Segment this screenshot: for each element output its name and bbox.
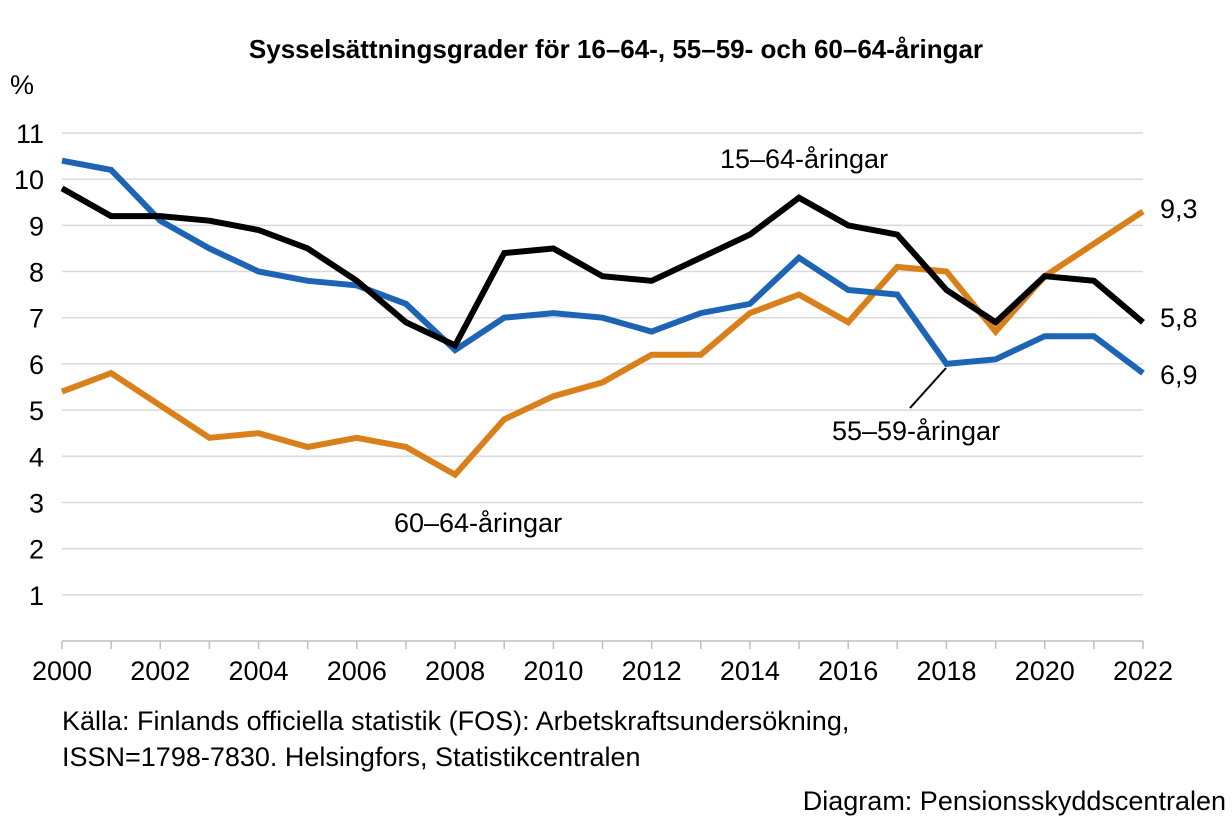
x-tick-label-2014: 2014 xyxy=(720,656,780,686)
x-tick-label-2004: 2004 xyxy=(229,656,289,686)
series-end-value-label-0: 9,3 xyxy=(1160,194,1198,224)
source-line-2: ISSN=1798-7830. Helsingfors, Statistikce… xyxy=(62,742,641,772)
y-tick-label-9: 9 xyxy=(29,211,44,241)
y-tick-label-5: 5 xyxy=(29,396,44,426)
y-tick-labels: 1 2 3 4 5 6 7 8 9 10 11 xyxy=(14,119,44,611)
y-tick-label-8: 8 xyxy=(29,258,44,288)
y-tick-label-3: 3 xyxy=(29,488,44,518)
y-tick-label-1: 1 xyxy=(29,581,44,611)
x-tick-label-2022: 2022 xyxy=(1113,656,1173,686)
series-name-label-1: 55–59-åringar xyxy=(832,416,1000,446)
x-tick-label-2000: 2000 xyxy=(32,656,92,686)
series-labels: 60–64-åringar 55–59-åringar 15–64-åringar 9… xyxy=(394,144,1198,538)
series-line-0 xyxy=(60,208,1145,479)
x-tick-label-2018: 2018 xyxy=(916,656,976,686)
y-tick-label-2: 2 xyxy=(29,535,44,565)
x-tick-label-2012: 2012 xyxy=(622,656,682,686)
gridlines xyxy=(62,132,1143,596)
x-tick-label-2010: 2010 xyxy=(523,656,583,686)
axes xyxy=(61,640,1144,649)
series-lines xyxy=(60,157,1145,479)
x-tick-labels: 2000 2002 2004 2006 2008 2010 2012 2014 2016 2018… xyxy=(32,656,1173,686)
y-tick-label-6: 6 xyxy=(29,350,44,380)
diagram-credit: Diagram: Pensionsskyddscentralen xyxy=(802,786,1226,816)
series-end-value-label-2: 6,9 xyxy=(1160,360,1198,390)
x-tick-label-2016: 2016 xyxy=(818,656,878,686)
x-tick-label-2006: 2006 xyxy=(327,656,387,686)
chart-title: Sysselsättningsgrader för 16–64-, 55–59-… xyxy=(249,34,983,64)
y-tick-label-11: 11 xyxy=(16,119,44,149)
series-name-leader-line xyxy=(909,367,947,409)
y-axis-unit-label: % xyxy=(10,70,34,100)
series-end-value-label-1: 5,8 xyxy=(1160,303,1198,333)
series-name-label-0: 60–64-åringar xyxy=(394,508,562,538)
series-line-1 xyxy=(61,157,1145,376)
x-tick-label-2008: 2008 xyxy=(425,656,485,686)
y-tick-label-4: 4 xyxy=(29,442,44,472)
x-tick-label-2020: 2020 xyxy=(1015,656,1075,686)
series-line-2 xyxy=(60,185,1145,350)
series-name-label-2: 15–64-åringar xyxy=(720,144,888,174)
x-tick-label-2002: 2002 xyxy=(130,656,190,686)
source-line-1: Källa: Finlands officiella statistik (FO… xyxy=(62,706,850,736)
y-tick-label-7: 7 xyxy=(29,304,44,334)
y-tick-label-10: 10 xyxy=(14,165,44,195)
